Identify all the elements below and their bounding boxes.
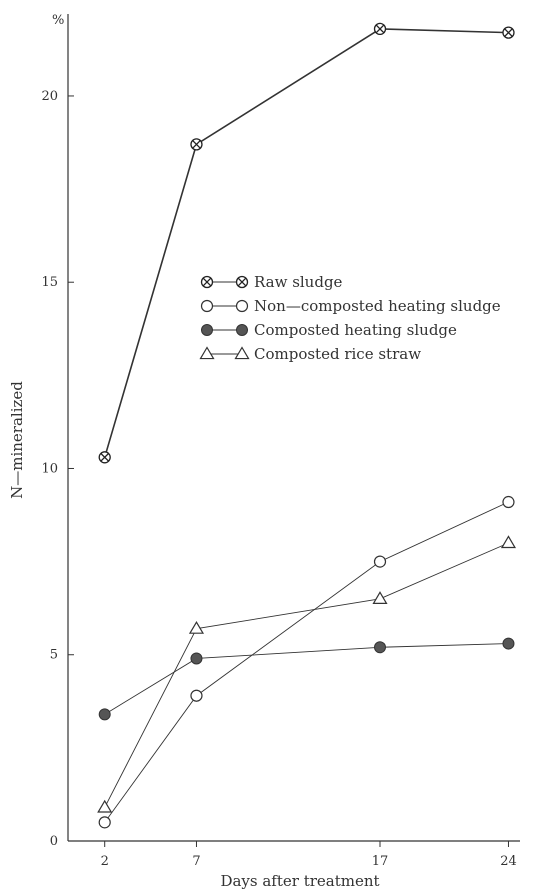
y-tick-label: 10: [41, 461, 58, 476]
series-2-point: [502, 495, 515, 509]
y-tick-label: 0: [50, 834, 58, 849]
series-1-point: [190, 138, 203, 151]
y-axis-title: N—mineralized: [8, 381, 26, 499]
x-tick-label: 17: [372, 854, 389, 869]
series-1-point: [373, 22, 387, 36]
legend: Raw sludge Non—composted heating sludge Co…: [199, 273, 501, 363]
legend-label: Raw sludge: [254, 273, 343, 291]
x-tick-label: 2: [101, 854, 109, 869]
series-4-point: [188, 620, 205, 634]
y-unit-label: %: [52, 13, 64, 28]
y-tick-label: 5: [50, 648, 58, 663]
y-tick-label: 15: [41, 275, 58, 290]
series-4-point: [372, 591, 388, 605]
legend-label: Non—composted heating sludge: [254, 297, 501, 315]
x-tick-label: 24: [500, 854, 517, 869]
series-2-line: [104, 501, 509, 823]
y-tick-label: 20: [41, 89, 58, 104]
series-4-point: [500, 535, 517, 549]
legend-label: Composted heating sludge: [254, 321, 457, 339]
series-4-point: [97, 799, 113, 813]
legend-marker: [235, 299, 249, 313]
series-1-point: [502, 26, 515, 39]
series-4-line: [104, 542, 509, 808]
legend-label: Composted rice straw: [254, 345, 421, 363]
series-3-line: [104, 643, 509, 715]
legend-marker: [201, 324, 213, 336]
series-2-point: [98, 816, 111, 829]
legend-marker: [236, 324, 248, 336]
x-axis-title: Days after treatment: [220, 872, 379, 890]
series-2-point: [190, 689, 203, 702]
series-3-point: [190, 652, 203, 665]
legend-marker: [235, 275, 249, 289]
x-tick-label: 7: [192, 854, 200, 869]
legend-marker: [199, 346, 215, 360]
legend-marker: [200, 299, 214, 313]
legend-marker: [234, 346, 250, 360]
legend-marker: [200, 275, 214, 289]
series-2-point: [373, 555, 387, 568]
series-1-line: [103, 28, 509, 458]
series-layer: [97, 22, 517, 829]
series-3-point: [502, 637, 515, 650]
series-3-point: [98, 708, 111, 721]
series-3-point: [374, 641, 386, 654]
axes: 0 5 10 15 20 2 7 17 24: [41, 14, 520, 869]
series-1-point: [98, 451, 111, 464]
